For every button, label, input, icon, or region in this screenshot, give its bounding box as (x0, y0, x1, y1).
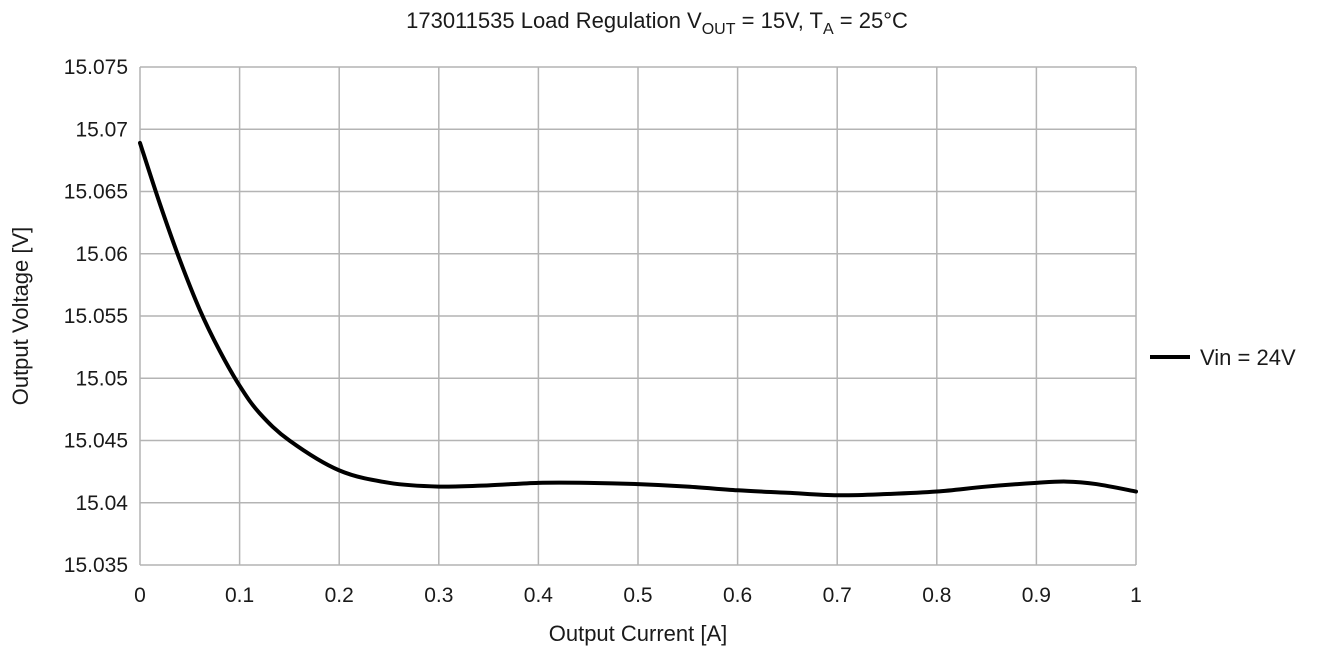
series-line-vin-24v (138, 140, 1138, 498)
x-tick-label: 0 (134, 584, 146, 607)
y-axis-title: Output Voltage [V] (8, 227, 33, 406)
y-axis-tick-labels: 15.035 15.04 15.045 15.05 15.055 15.06 15.065 1… (64, 56, 129, 577)
y-tick-label: 15.035 (64, 554, 128, 577)
x-tick-label: 0.4 (524, 584, 554, 607)
y-tick-label: 15.065 (64, 181, 128, 204)
legend-label-vin-24v: Vin = 24V (1200, 345, 1296, 370)
x-axis-title: Output Current [A] (549, 621, 728, 646)
x-tick-label: 0.5 (623, 584, 652, 607)
y-tick-label: 15.075 (64, 56, 128, 79)
x-tick-label: 0.3 (424, 584, 453, 607)
x-tick-label: 0.7 (823, 584, 852, 607)
x-axis-tick-labels: 0 0.1 0.2 0.3 0.4 0.5 0.6 0.7 0.8 0.9 1 (134, 584, 1142, 607)
series-layer (138, 140, 1138, 498)
title-ta-subscript: A (823, 21, 834, 38)
y-tick-label: 15.07 (75, 118, 128, 141)
x-tick-label: 0.8 (922, 584, 951, 607)
legend: Vin = 24V (1150, 345, 1296, 370)
title-prefix: 173011535 Load Regulation V (406, 8, 702, 33)
grid (139, 66, 1137, 566)
x-tick-label: 0.9 (1022, 584, 1051, 607)
x-tick-label: 0.6 (723, 584, 752, 607)
title-middle: = 15V, T (736, 8, 823, 33)
y-tick-label: 15.045 (64, 430, 128, 453)
y-tick-label: 15.06 (75, 243, 128, 266)
x-tick-label: 0.1 (225, 584, 254, 607)
x-tick-label: 1 (1130, 584, 1142, 607)
y-tick-label: 15.04 (75, 492, 128, 515)
title-suffix: = 25°C (834, 8, 908, 33)
y-tick-label: 15.055 (64, 305, 128, 328)
y-tick-label: 15.05 (75, 367, 128, 390)
title-vout-subscript: OUT (702, 21, 736, 38)
x-tick-label: 0.2 (325, 584, 354, 607)
chart-title: 173011535 Load Regulation VOUT = 15V, TA… (406, 8, 908, 38)
